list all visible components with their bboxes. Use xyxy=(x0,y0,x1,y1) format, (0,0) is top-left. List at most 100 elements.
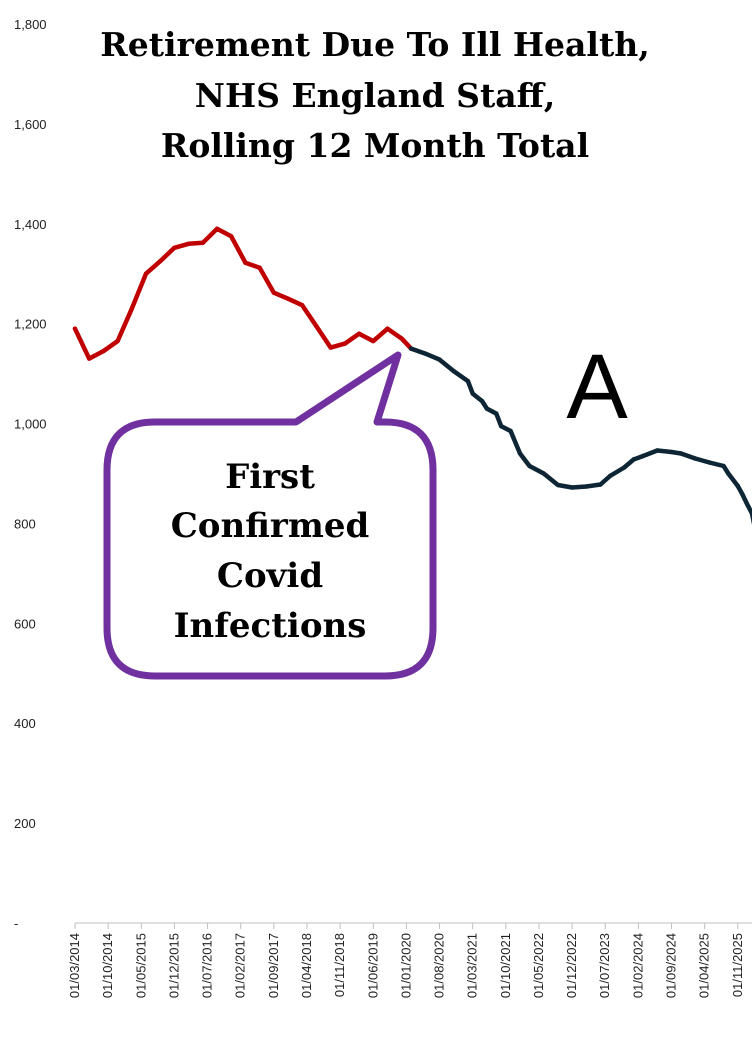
x-tick-label: 01/05/2015 xyxy=(133,933,148,998)
data-point xyxy=(115,338,120,344)
data-point xyxy=(527,463,532,469)
data-point xyxy=(740,492,745,497)
panel-letter: A xyxy=(566,336,628,438)
y-tick-label: 1,000 xyxy=(14,417,47,432)
series-layer xyxy=(72,226,752,525)
series-line-1 xyxy=(72,226,414,361)
callout-line-2: Confirmed xyxy=(171,506,369,546)
data-point xyxy=(693,456,698,461)
data-point xyxy=(342,341,348,346)
x-tick-label: 01/07/2023 xyxy=(597,933,612,998)
chart-title-line-2: NHS England Staff, xyxy=(195,76,555,115)
y-tick-label: - xyxy=(14,916,18,931)
data-point xyxy=(399,336,404,341)
data-point xyxy=(356,331,362,336)
x-tick-label: 01/04/2018 xyxy=(299,933,314,998)
data-point xyxy=(541,471,546,476)
x-tick-label: 01/12/2015 xyxy=(166,933,181,998)
data-point xyxy=(669,449,674,455)
y-tick-label: 1,600 xyxy=(14,117,47,132)
x-tick-label: 01/09/2017 xyxy=(266,933,281,998)
data-point xyxy=(408,346,414,351)
data-point xyxy=(598,482,603,487)
data-point xyxy=(607,473,613,479)
data-point xyxy=(517,451,523,456)
x-tick-label: 01/01/2020 xyxy=(398,933,413,998)
data-point xyxy=(437,357,442,362)
data-point xyxy=(707,460,712,465)
y-tick-label: 1,800 xyxy=(14,17,47,32)
x-tick-label: 01/03/2021 xyxy=(465,933,480,998)
y-tick-label: 600 xyxy=(14,616,36,631)
data-point xyxy=(300,303,305,308)
chart-title-line-1: Retirement Due To Ill Health, xyxy=(100,25,649,64)
data-point xyxy=(721,463,726,469)
data-point xyxy=(470,391,475,396)
data-point xyxy=(200,240,205,245)
data-point xyxy=(129,306,134,311)
data-point xyxy=(584,484,589,489)
data-point xyxy=(101,348,106,354)
data-point xyxy=(735,483,740,489)
data-point xyxy=(72,326,78,331)
data-point xyxy=(655,448,660,453)
data-point xyxy=(631,457,636,462)
callout-line-4: Infections xyxy=(174,606,367,646)
x-tick-label: 01/05/2022 xyxy=(531,933,546,998)
data-point xyxy=(229,234,234,239)
data-point xyxy=(465,378,471,384)
series-line-2 xyxy=(408,346,752,525)
y-tick-label: 1,400 xyxy=(14,217,47,232)
data-point xyxy=(87,356,92,361)
data-point xyxy=(451,368,456,374)
data-point xyxy=(385,326,390,331)
data-point xyxy=(186,241,191,246)
data-point xyxy=(328,345,333,350)
data-point xyxy=(484,406,490,411)
data-point xyxy=(749,511,752,516)
chart-title-line-3: Rolling 12 Month Total xyxy=(161,126,589,165)
x-tick-label: 01/10/2014 xyxy=(100,933,115,998)
data-point xyxy=(479,398,485,404)
callout-line-1: First xyxy=(225,457,315,497)
x-tick-label: 01/03/2014 xyxy=(67,933,82,998)
data-point xyxy=(214,226,220,231)
data-point xyxy=(371,338,376,344)
y-tick-label: 200 xyxy=(14,816,36,831)
data-point xyxy=(243,260,248,265)
x-tick-label: 01/07/2016 xyxy=(200,933,215,998)
x-tick-label: 01/09/2024 xyxy=(664,933,679,998)
x-tick-label: 01/06/2019 xyxy=(365,933,380,998)
y-tick-label: 1,200 xyxy=(14,317,47,332)
y-tick-label: 800 xyxy=(14,516,36,531)
covid-callout-text: First Confirmed Covid Infections xyxy=(171,457,369,646)
data-point xyxy=(745,502,750,507)
callout-line-3: Covid xyxy=(217,556,323,596)
data-point xyxy=(498,423,504,429)
data-point xyxy=(726,471,731,476)
data-point xyxy=(257,265,262,270)
data-point xyxy=(285,296,291,301)
x-axis-ticks: 01/03/2014 01/10/2014 01/05/2015 01/12/2015… xyxy=(67,923,745,998)
data-point xyxy=(640,453,646,459)
data-point xyxy=(172,245,177,250)
data-point xyxy=(622,465,627,470)
x-tick-label: 01/10/2021 xyxy=(498,933,513,998)
x-tick-label: 01/04/2025 xyxy=(697,933,712,998)
covid-callout-bubble xyxy=(103,351,437,680)
data-point xyxy=(555,482,561,488)
x-tick-label: 01/12/2022 xyxy=(564,933,579,998)
chart-title: Retirement Due To Ill Health, NHS Englan… xyxy=(100,25,649,165)
x-tick-label: 01/02/2017 xyxy=(233,933,248,998)
data-point xyxy=(271,290,276,295)
x-tick-label: 01/08/2020 xyxy=(432,933,447,998)
data-point xyxy=(158,259,163,264)
y-axis-tick-labels: 1,800 1,600 1,400 1,200 1,000 800 600 400 200 - xyxy=(14,17,47,931)
data-point xyxy=(423,351,428,356)
x-tick-label: 01/02/2024 xyxy=(630,933,645,998)
y-tick-label: 400 xyxy=(14,716,36,731)
data-point xyxy=(569,485,575,490)
x-tick-label: 01/11/2018 xyxy=(332,933,347,997)
data-point xyxy=(508,428,513,434)
